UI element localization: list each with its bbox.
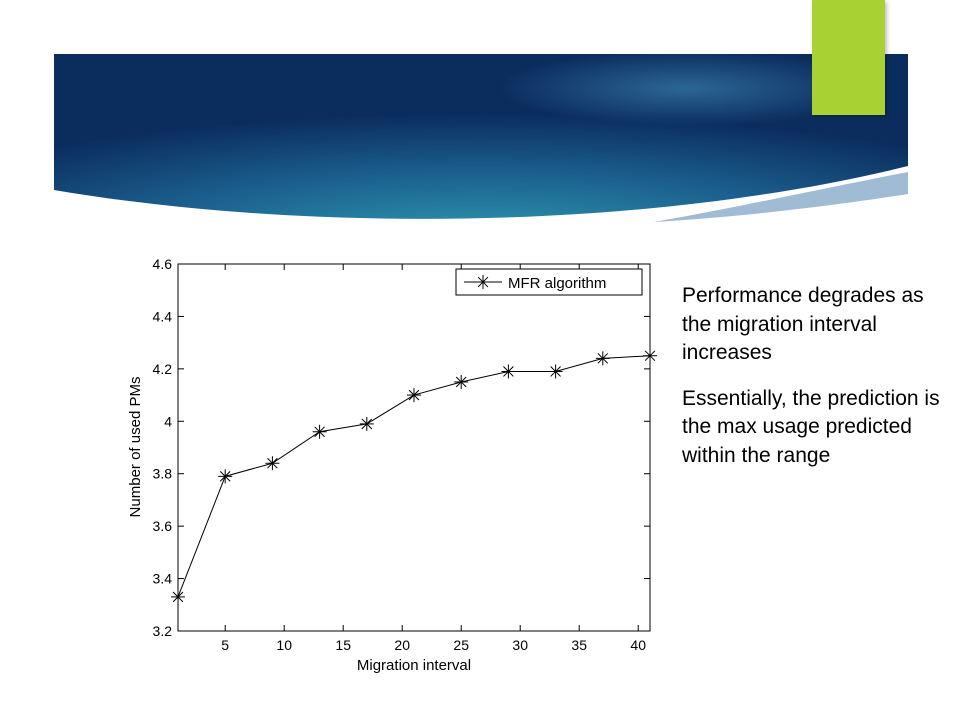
- y-tick-label: 3.8: [153, 466, 173, 482]
- data-point-marker: [548, 364, 563, 379]
- x-tick-label: 40: [630, 637, 646, 653]
- series-markers: [171, 348, 657, 604]
- x-tick-label: 35: [571, 637, 587, 653]
- bullet-performance: Performance degrades as the migration in…: [682, 284, 924, 364]
- y-tick-label: 3.6: [153, 518, 173, 534]
- legend: MFR algorithm: [455, 268, 643, 296]
- legend-label: MFR algorithm: [508, 275, 606, 292]
- x-tick-label: 15: [335, 637, 351, 653]
- bullet-prediction: Essentially, the prediction is the max u…: [682, 386, 940, 467]
- chart: 3.2 3.4 3.6 3.8 4 4.2 4.4 4.6 5 10 15 20 25 30 35 40 M…: [112, 240, 668, 680]
- x-tick-label: 10: [276, 637, 292, 653]
- legend-asterisk: [476, 275, 490, 289]
- data-point-marker: [265, 456, 280, 471]
- data-point-marker: [643, 348, 657, 363]
- plot-area: [177, 263, 651, 632]
- y-axis-label: Number of used PMs: [127, 377, 144, 518]
- x-tick-label: 25: [453, 637, 469, 653]
- y-tick-label: 4.6: [153, 256, 173, 272]
- x-tick-label: 20: [394, 637, 410, 653]
- data-point-marker: [171, 589, 185, 604]
- data-point-marker: [595, 351, 610, 366]
- y-tick-label: 4.4: [153, 308, 173, 324]
- accent-tab: [812, 0, 885, 115]
- y-tick-label: 4: [164, 413, 172, 429]
- data-point-marker: [501, 364, 516, 379]
- y-tick-label: 3.4: [153, 571, 173, 587]
- data-point-marker: [218, 469, 233, 484]
- chart-svg: 3.2 3.4 3.6 3.8 4 4.2 4.4 4.6 5 10 15 20 25 30 35 40 M…: [127, 256, 657, 674]
- y-tick-label: 4.2: [153, 361, 173, 377]
- x-tick-label: 30: [512, 637, 528, 653]
- x-tick-label: 5: [221, 637, 229, 653]
- legend-marker-asterisk: [476, 275, 490, 289]
- y-tick-label: 3.2: [153, 623, 173, 639]
- data-point-marker: [407, 388, 421, 403]
- data-point-marker: [359, 416, 374, 431]
- data-point-marker: [312, 424, 327, 439]
- header-banner: [54, 54, 908, 226]
- data-point-marker: [454, 374, 469, 389]
- bullet-list: Performance degrades as the migration in…: [682, 282, 944, 487]
- x-axis-label: Migration interval: [357, 657, 471, 674]
- y-axis-ticks: 3.2 3.4 3.6 3.8 4 4.2 4.4 4.6: [153, 256, 650, 639]
